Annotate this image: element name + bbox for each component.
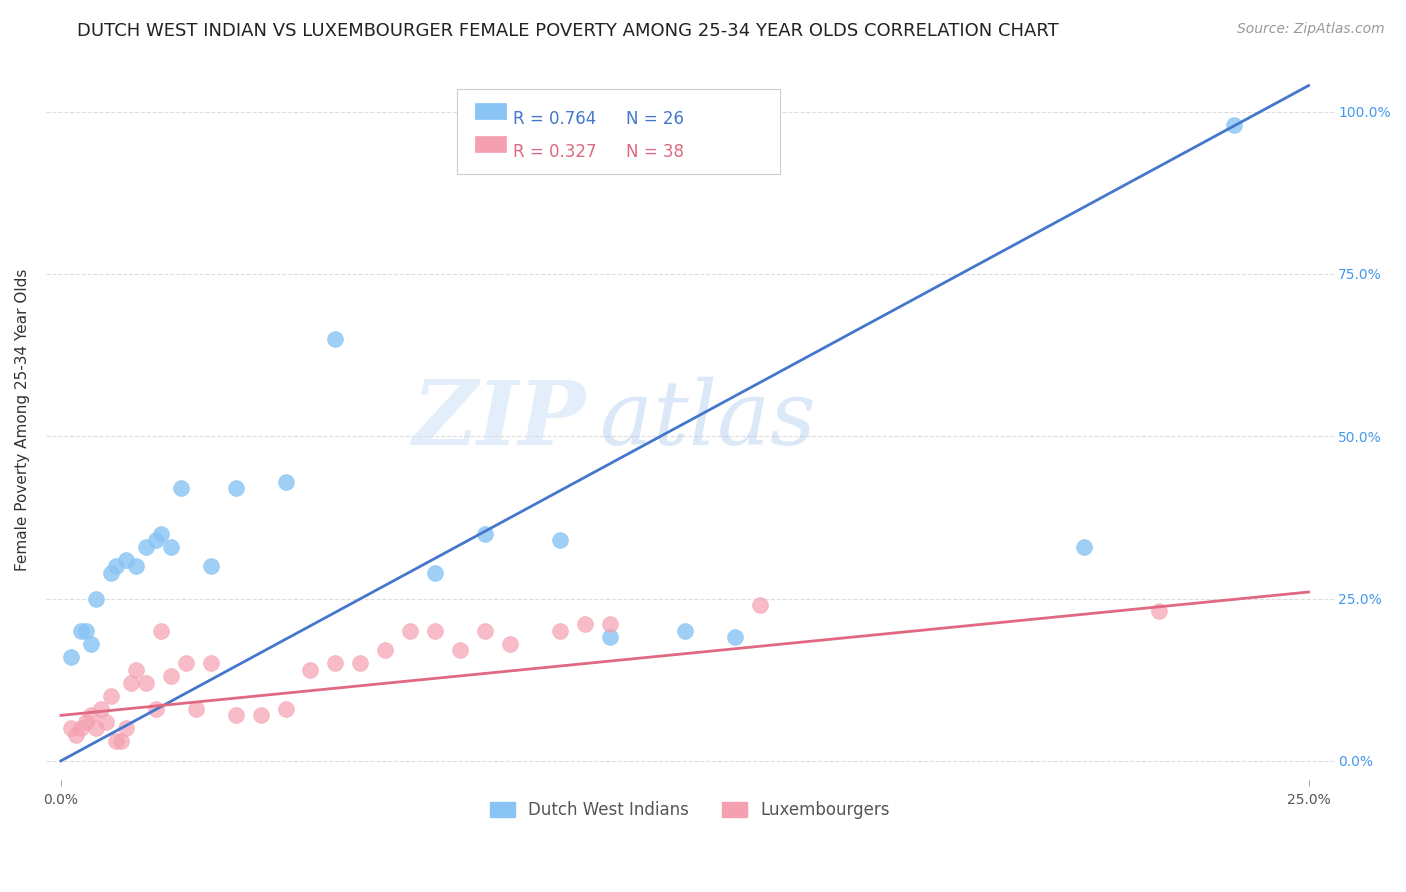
Point xyxy=(114,722,136,736)
Point xyxy=(274,702,297,716)
Point xyxy=(474,526,496,541)
Point xyxy=(1222,118,1244,132)
Text: Source: ZipAtlas.com: Source: ZipAtlas.com xyxy=(1237,22,1385,37)
Point xyxy=(114,552,136,566)
Point xyxy=(548,624,571,638)
Point xyxy=(70,722,93,736)
Text: ZIP: ZIP xyxy=(413,376,586,463)
Point xyxy=(75,624,97,638)
Point xyxy=(84,591,107,606)
Point xyxy=(145,702,167,716)
Point xyxy=(349,657,371,671)
Point xyxy=(104,734,127,748)
Point xyxy=(748,598,770,612)
Point xyxy=(149,526,172,541)
Point xyxy=(80,708,103,723)
Text: R = 0.764: R = 0.764 xyxy=(513,110,596,128)
Point xyxy=(84,722,107,736)
Point xyxy=(200,657,222,671)
Point xyxy=(225,708,247,723)
Point xyxy=(325,657,347,671)
Text: DUTCH WEST INDIAN VS LUXEMBOURGER FEMALE POVERTY AMONG 25-34 YEAR OLDS CORRELATI: DUTCH WEST INDIAN VS LUXEMBOURGER FEMALE… xyxy=(77,22,1059,40)
Point xyxy=(159,669,181,683)
Point xyxy=(200,559,222,574)
Point xyxy=(145,533,167,547)
Point xyxy=(100,689,122,703)
Point xyxy=(70,624,93,638)
Point xyxy=(120,676,142,690)
Point xyxy=(170,481,193,495)
Point xyxy=(724,631,747,645)
Point xyxy=(100,566,122,580)
Point xyxy=(274,475,297,489)
Point xyxy=(225,481,247,495)
Point xyxy=(425,566,447,580)
Point xyxy=(80,637,103,651)
Point xyxy=(110,734,132,748)
Point xyxy=(135,676,157,690)
Point xyxy=(90,702,112,716)
Point xyxy=(59,649,82,664)
Text: N = 26: N = 26 xyxy=(626,110,683,128)
Point xyxy=(59,722,82,736)
Point xyxy=(65,728,87,742)
Text: atlas: atlas xyxy=(599,376,815,463)
Point xyxy=(149,624,172,638)
Point xyxy=(474,624,496,638)
Point xyxy=(125,559,148,574)
Y-axis label: Female Poverty Among 25-34 Year Olds: Female Poverty Among 25-34 Year Olds xyxy=(15,268,30,571)
Point xyxy=(104,559,127,574)
Point xyxy=(399,624,422,638)
Point xyxy=(499,637,522,651)
Point xyxy=(1073,540,1095,554)
Point xyxy=(1147,605,1170,619)
Point xyxy=(599,631,621,645)
Point xyxy=(425,624,447,638)
Point xyxy=(449,643,471,657)
Point xyxy=(125,663,148,677)
Point xyxy=(574,617,596,632)
Point xyxy=(159,540,181,554)
Point xyxy=(673,624,696,638)
Point xyxy=(548,533,571,547)
Point xyxy=(174,657,197,671)
Point xyxy=(75,714,97,729)
Point xyxy=(299,663,322,677)
Point xyxy=(374,643,396,657)
Point xyxy=(249,708,271,723)
Text: R = 0.327: R = 0.327 xyxy=(513,143,596,161)
Legend: Dutch West Indians, Luxembourgers: Dutch West Indians, Luxembourgers xyxy=(482,795,897,826)
Point xyxy=(94,714,117,729)
Text: N = 38: N = 38 xyxy=(626,143,683,161)
Point xyxy=(135,540,157,554)
Point xyxy=(325,332,347,346)
Point xyxy=(184,702,207,716)
Point xyxy=(599,617,621,632)
